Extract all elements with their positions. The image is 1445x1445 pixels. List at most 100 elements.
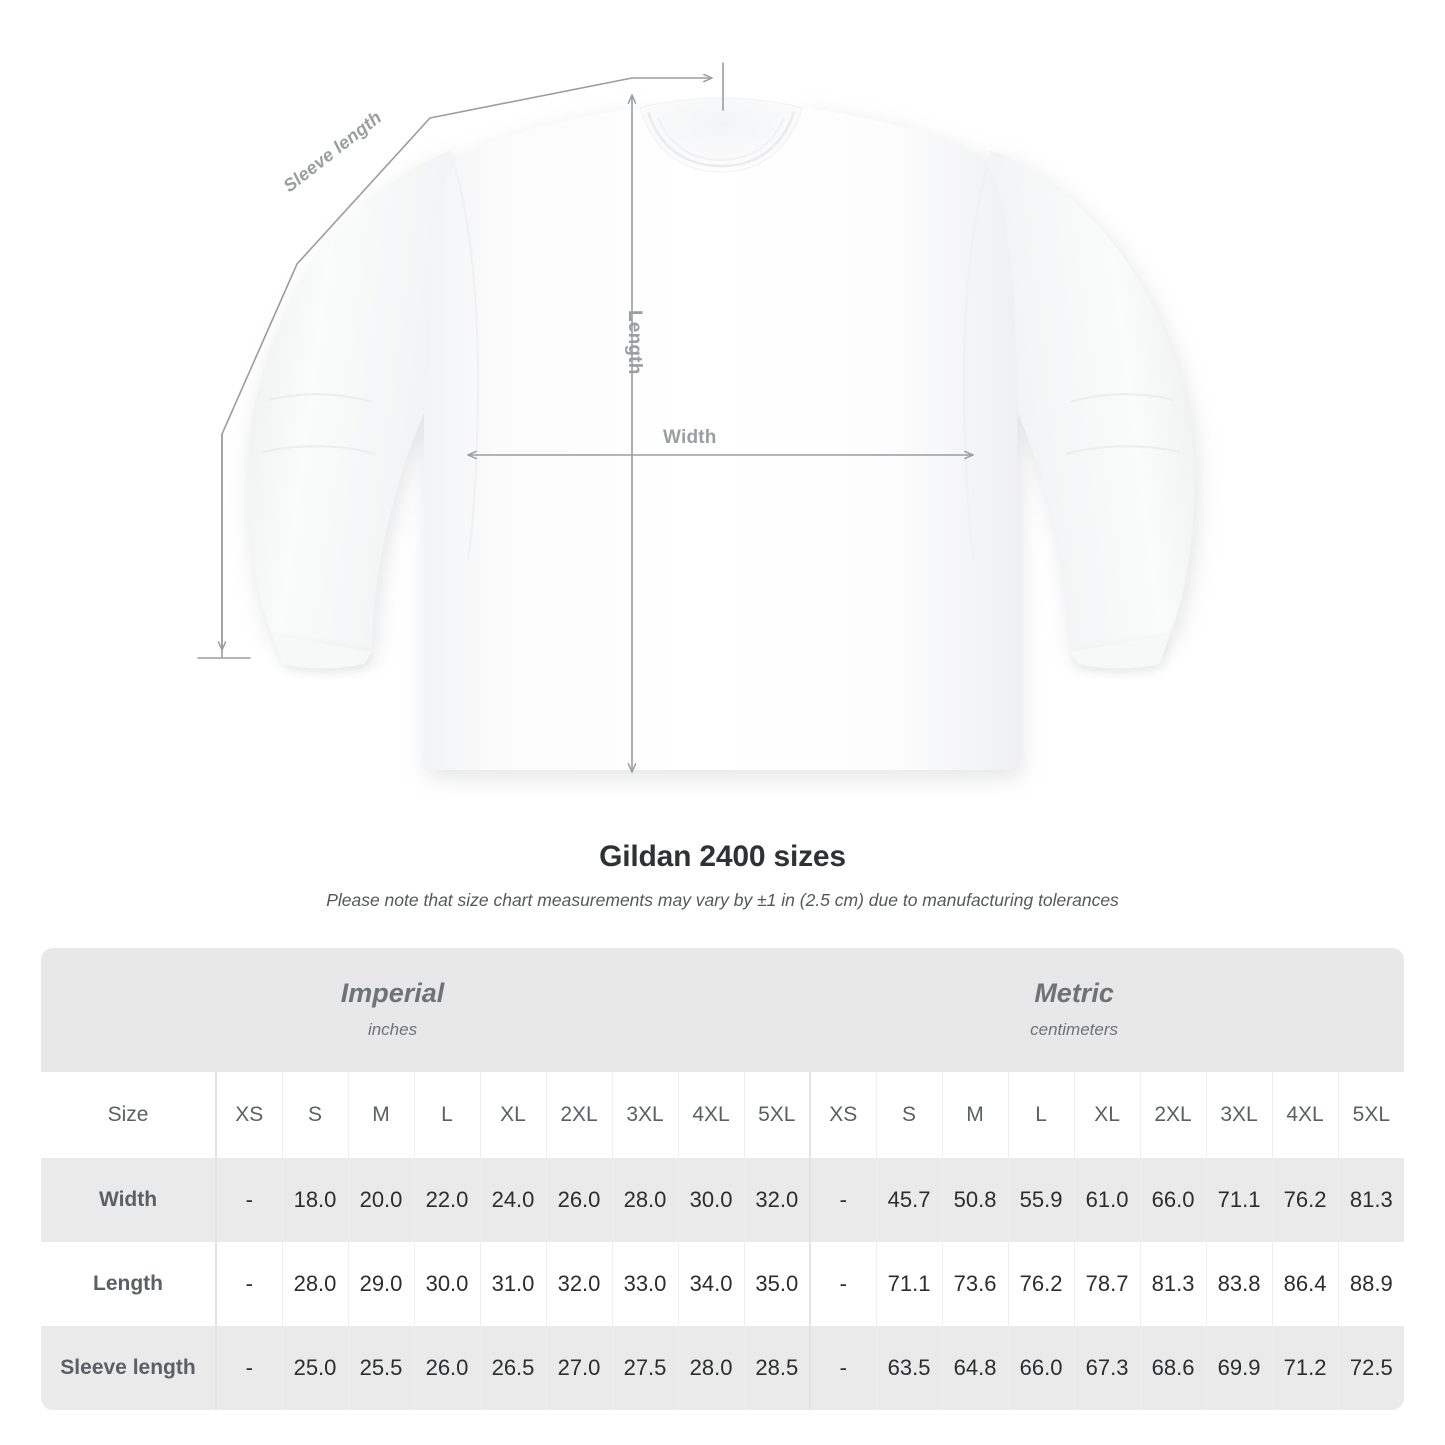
cell: 55.9 [1007, 1158, 1075, 1242]
cell: 50.8 [941, 1158, 1009, 1242]
cell: 76.2 [1007, 1242, 1075, 1326]
cell: 61.0 [1073, 1158, 1141, 1242]
row-label-width: Width [41, 1158, 216, 1242]
cell: 32.0 [743, 1158, 811, 1242]
cell: 20.0 [347, 1158, 414, 1242]
cell: 28.0 [611, 1158, 678, 1242]
cell: 67.3 [1073, 1326, 1141, 1410]
cell: 63.5 [875, 1326, 943, 1410]
header-imp-2xl: 2XL [545, 1072, 612, 1158]
header-imp-5xl: 5XL [743, 1072, 811, 1158]
metric-banner: Metric centimeters [744, 948, 1405, 1072]
cell: 66.0 [1007, 1326, 1075, 1410]
cell: 26.0 [413, 1326, 480, 1410]
size-header-label: Size [41, 1072, 216, 1158]
cell: 27.5 [611, 1326, 678, 1410]
header-imp-l: L [413, 1072, 480, 1158]
cell: 71.2 [1271, 1326, 1339, 1410]
row-label-length: Length [41, 1242, 216, 1326]
header-met-m: M [941, 1072, 1009, 1158]
row-label-sleeve-length: Sleeve length [41, 1326, 216, 1410]
table-row-width: Width - 18.0 20.0 22.0 24.0 26.0 28.0 30… [41, 1158, 1405, 1242]
shirt-silhouette [247, 108, 1195, 770]
header-met-xl: XL [1073, 1072, 1141, 1158]
tolerance-note: Please note that size chart measurements… [326, 890, 1119, 910]
cell: 28.0 [677, 1326, 745, 1410]
cell: 72.5 [1337, 1326, 1405, 1410]
metric-subtitle: centimeters [1030, 1020, 1119, 1039]
header-met-l: L [1007, 1072, 1075, 1158]
cell: 78.7 [1073, 1242, 1141, 1326]
imperial-subtitle: inches [367, 1020, 418, 1039]
header-imp-s: S [281, 1072, 348, 1158]
header-imp-xl: XL [479, 1072, 546, 1158]
header-met-5xl: 5XL [1337, 1072, 1405, 1158]
cell: 30.0 [413, 1242, 480, 1326]
cell: 25.0 [281, 1326, 348, 1410]
cell: 32.0 [545, 1242, 612, 1326]
cell: 81.3 [1337, 1158, 1405, 1242]
cell: 18.0 [281, 1158, 348, 1242]
cell: 81.3 [1139, 1242, 1207, 1326]
cell: 76.2 [1271, 1158, 1339, 1242]
imperial-banner: Imperial inches [41, 948, 745, 1072]
cell: 71.1 [875, 1242, 943, 1326]
cell: 28.5 [743, 1326, 811, 1410]
metric-title: Metric [1034, 978, 1114, 1008]
cell: 26.0 [545, 1158, 612, 1242]
width-dimension-label: Width [663, 427, 717, 448]
cell: - [215, 1158, 282, 1242]
header-imp-m: M [347, 1072, 414, 1158]
measurement-lines [197, 62, 974, 773]
sleeve-folds [261, 393, 1181, 455]
cell: - [215, 1326, 282, 1410]
collar [639, 97, 803, 173]
header-imp-4xl: 4XL [677, 1072, 745, 1158]
cell: 31.0 [479, 1242, 546, 1326]
cell: 22.0 [413, 1158, 480, 1242]
header-met-s: S [875, 1072, 943, 1158]
cell: - [809, 1326, 877, 1410]
header-met-xs: XS [809, 1072, 877, 1158]
cell: 30.0 [677, 1158, 745, 1242]
cell: 26.5 [479, 1326, 546, 1410]
garment-diagram: Sleeve length Length Width [197, 62, 1195, 773]
unit-banner-row: Imperial inches Metric centimeters [41, 948, 1405, 1072]
cell: 28.0 [281, 1242, 348, 1326]
imperial-title: Imperial [340, 978, 445, 1008]
cell: 64.8 [941, 1326, 1009, 1410]
cell: 25.5 [347, 1326, 414, 1410]
length-dimension-label: Length [624, 310, 645, 375]
page-title: Gildan 2400 sizes [599, 840, 846, 873]
cell: 29.0 [347, 1242, 414, 1326]
size-header-row: Size XS S M L XL 2XL 3XL 4XL 5XL XS S M … [41, 1072, 1405, 1158]
header-met-2xl: 2XL [1139, 1072, 1207, 1158]
cell: 66.0 [1139, 1158, 1207, 1242]
cell: 86.4 [1271, 1242, 1339, 1326]
shoulder-seams [453, 167, 989, 561]
cell: 88.9 [1337, 1242, 1405, 1326]
cell: - [809, 1242, 877, 1326]
size-table-wrap: Imperial inches Metric centimeters Size … [41, 948, 1405, 1410]
cell: 68.6 [1139, 1326, 1207, 1410]
cuffs [272, 634, 1170, 669]
cell: 24.0 [479, 1158, 546, 1242]
cell: 33.0 [611, 1242, 678, 1326]
cell: 27.0 [545, 1326, 612, 1410]
cell: 83.8 [1205, 1242, 1273, 1326]
size-table: Imperial inches Metric centimeters Size … [41, 948, 1405, 1410]
table-row-sleeve-length: Sleeve length - 25.0 25.5 26.0 26.5 27.0… [41, 1326, 1405, 1410]
cell: 35.0 [743, 1242, 811, 1326]
header-imp-3xl: 3XL [611, 1072, 678, 1158]
header-met-3xl: 3XL [1205, 1072, 1273, 1158]
table-row-length: Length - 28.0 29.0 30.0 31.0 32.0 33.0 3… [41, 1242, 1405, 1326]
title-block: Gildan 2400 sizes Please note that size … [0, 840, 1445, 911]
cell: 73.6 [941, 1242, 1009, 1326]
cell: 69.9 [1205, 1326, 1273, 1410]
cell: - [215, 1242, 282, 1326]
cell: 71.1 [1205, 1158, 1273, 1242]
cell: 34.0 [677, 1242, 745, 1326]
header-met-4xl: 4XL [1271, 1072, 1339, 1158]
cell: - [809, 1158, 877, 1242]
